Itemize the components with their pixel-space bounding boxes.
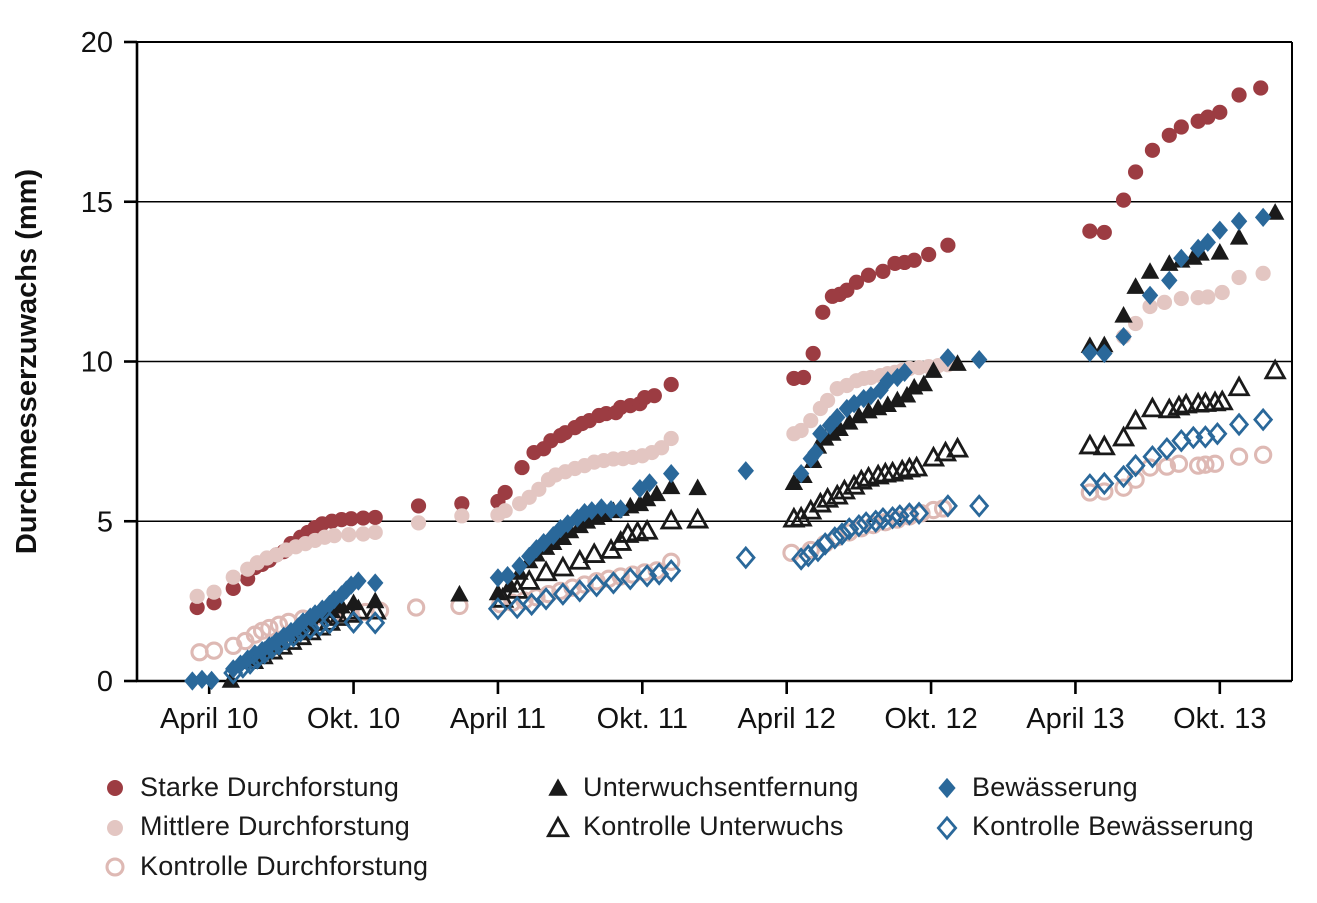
legend-marker-kontrolle-bewaesserung-icon	[936, 815, 958, 840]
legend-item-kontrolle-bewaesserung: Kontrolle Bewässerung	[932, 810, 1254, 844]
y-tick-label: 15	[81, 187, 113, 219]
x-tick-label: Okt. 12	[884, 703, 978, 735]
y-tick-label: 20	[81, 27, 113, 59]
y-tick-label: 5	[97, 506, 113, 538]
x-tick-label: April 10	[160, 703, 258, 735]
series-kontrolle-unterwuchs	[240, 358, 1287, 670]
legend-label: Kontrolle Durchforstung	[140, 850, 429, 881]
legend-marker-bewaesserung-icon	[938, 777, 956, 799]
x-tick-label: April 13	[1026, 703, 1124, 735]
legend-marker-unterwuchsentfernung-icon	[548, 778, 568, 796]
legend-label: Bewässerung	[972, 771, 1138, 802]
x-tick-label: Okt. 13	[1173, 703, 1267, 735]
series-starke-durchforstung	[189, 80, 1269, 616]
legend-label: Unterwuchsentfernung	[583, 771, 859, 802]
x-tick-label: April 11	[450, 703, 546, 735]
legend-label: Kontrolle Bewässerung	[972, 811, 1254, 841]
x-tick-label: April 12	[738, 703, 836, 735]
scatter-plot: 0 5 10 15 20 April 10 Okt. 10 April 11 Okt. 11 Ap…	[11, 27, 1293, 735]
legend-item-unterwuchsentfernung: Unterwuchsentfernung	[543, 770, 859, 804]
x-tick-label: Okt. 11	[597, 703, 688, 735]
y-tick-label: 10	[81, 347, 113, 379]
series-mittlere-durchforstung	[189, 265, 1271, 604]
series-bewaesserung	[184, 207, 1272, 691]
legend-label: Kontrolle Unterwuchs	[583, 811, 844, 841]
legend-marker-mittlere-durchforstung-icon	[107, 819, 123, 836]
legend-label: Mittlere Durchforstung	[140, 811, 410, 841]
legend-marker-kontrolle-durchforstung-icon	[105, 857, 125, 877]
legend-marker-starke-durchforstung-icon	[107, 780, 123, 796]
legend-item-mittlere-durchforstung: Mittlere Durchforstung	[100, 810, 410, 844]
x-tick-label: Okt. 10	[307, 703, 401, 735]
legend-item-kontrolle-unterwuchs: Kontrolle Unterwuchs	[543, 810, 844, 844]
series-kontrolle-bewaesserung	[223, 407, 1274, 685]
legend-label: Starke Durchforstung	[140, 771, 400, 802]
y-tick-label: 0	[97, 666, 113, 698]
legend-item-starke-durchforstung: Starke Durchforstung	[100, 770, 399, 804]
y-axis-title: Durchmesserzuwachs (mm)	[11, 169, 43, 554]
legend-item-kontrolle-durchforstung: Kontrolle Durchforstung	[100, 849, 428, 883]
legend-item-bewaesserung: Bewässerung	[932, 770, 1138, 804]
legend-marker-kontrolle-unterwuchs-icon	[545, 814, 571, 837]
